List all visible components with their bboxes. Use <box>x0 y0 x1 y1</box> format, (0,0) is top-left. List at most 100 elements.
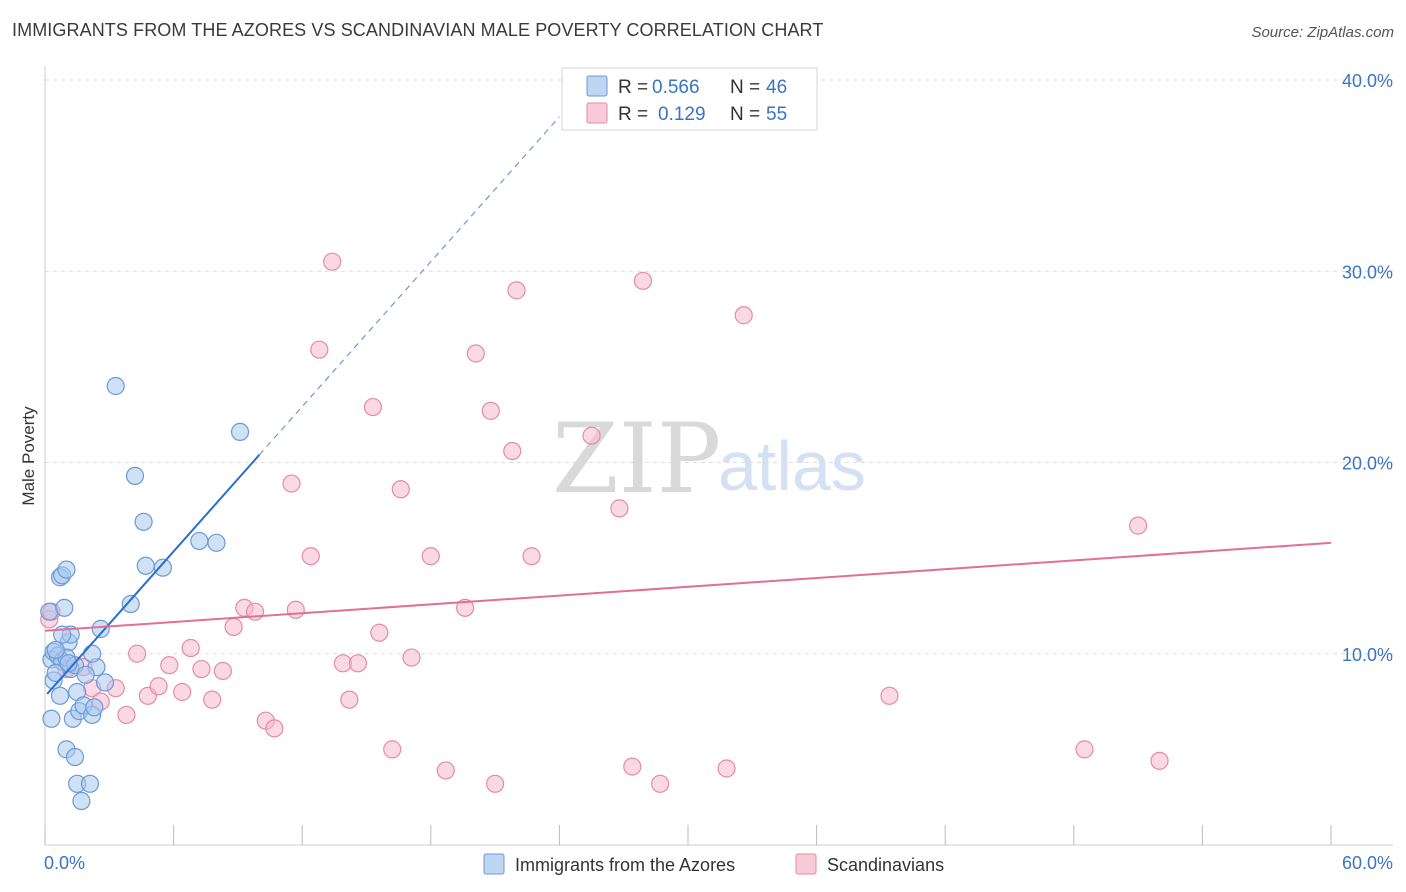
watermark-zip: ZIP <box>552 403 721 515</box>
scandinavian-point-8 <box>128 644 147 663</box>
azores-point-38 <box>153 558 172 577</box>
scandinavian-point-39 <box>481 401 500 420</box>
azores-point-30 <box>72 791 91 811</box>
azores-point-32 <box>46 640 65 660</box>
scandinavian-point-32 <box>383 740 402 759</box>
azores-point-43 <box>83 644 102 663</box>
scandinavian-point-51 <box>880 686 899 705</box>
scandinavian-point-54 <box>1150 751 1169 770</box>
legend-n-label-scandinavians: N = <box>730 104 760 125</box>
data-points <box>40 252 1169 811</box>
scandinavian-point-14 <box>192 659 211 679</box>
scandinavian-point-11 <box>160 656 179 675</box>
scandinavian-point-34 <box>402 648 421 667</box>
scandinavian-point-30 <box>363 397 383 417</box>
azores-point-24 <box>91 619 110 638</box>
scandinavian-point-41 <box>503 441 522 461</box>
series-legend-swatch-azores <box>483 853 505 875</box>
scandinavian-point-52 <box>1075 740 1094 759</box>
scandinavian-point-31 <box>370 623 389 642</box>
scandinavian-point-33 <box>391 480 410 499</box>
legend: R = 0.566 N = 46 R = 0.129 N = 55 <box>561 67 818 131</box>
scandinavian-point-49 <box>717 759 736 778</box>
scandinavian-point-12 <box>173 682 192 702</box>
azores-point-27 <box>65 747 85 767</box>
azores-point-39 <box>190 531 209 551</box>
y-tick-label-3: 40.0% <box>1342 71 1393 91</box>
scandinavian-point-48 <box>651 774 670 793</box>
scandinavian-point-28 <box>340 690 359 709</box>
series-legend-swatch-scandinavians <box>795 853 817 875</box>
scandinavian-point-15 <box>203 690 222 709</box>
watermark: ZIP atlas <box>552 403 866 515</box>
azores-point-8 <box>55 598 74 617</box>
scandinavian-point-40 <box>486 774 505 793</box>
scandinavian-point-26 <box>323 252 342 271</box>
scandinavian-point-23 <box>286 600 305 619</box>
x-tick-label-max: 60.0% <box>1342 853 1393 873</box>
series-legend-label-azores: Immigrants from the Azores <box>515 855 735 875</box>
legend-n-value-scandinavians: 55 <box>766 104 787 125</box>
scandinavian-point-46 <box>623 757 642 776</box>
azores-point-33 <box>106 376 125 396</box>
scandinavian-point-21 <box>265 719 284 738</box>
scandinavian-point-16 <box>213 661 232 681</box>
azores-point-36 <box>134 512 153 531</box>
scandinavian-point-17 <box>224 617 243 637</box>
azores-point-37 <box>136 556 155 575</box>
azores-point-25 <box>95 673 115 692</box>
scandinavian-point-35 <box>421 547 440 566</box>
legend-n-value-azores: 46 <box>766 77 787 98</box>
y-axis-label: Male Poverty <box>19 406 38 506</box>
scandinavian-point-53 <box>1128 516 1148 535</box>
y-tick-label-2: 30.0% <box>1342 262 1393 282</box>
azores-point-34 <box>121 594 140 614</box>
scandinavian-point-50 <box>734 306 753 325</box>
scandinavian-point-45 <box>610 499 629 518</box>
scandinavian-point-24 <box>301 547 320 566</box>
y-tick-label-0: 10.0% <box>1342 645 1393 665</box>
legend-r-label-scandinavians: R = <box>618 104 648 125</box>
azores-point-44 <box>46 663 65 682</box>
legend-r-value-azores: 0.566 <box>652 77 700 98</box>
series-legend-label-scandinavians: Scandinavians <box>827 855 944 875</box>
chart-title: IMMIGRANTS FROM THE AZORES VS SCANDINAVI… <box>12 20 824 40</box>
scandinavian-point-43 <box>522 547 541 566</box>
y-tick-label-1: 20.0% <box>1342 454 1393 474</box>
scandinavian-trend-line <box>44 541 1332 632</box>
scandinavian-point-36 <box>436 761 455 780</box>
legend-swatch-azores <box>586 75 608 97</box>
azores-point-15 <box>50 686 70 705</box>
scandinavian-point-7 <box>117 705 136 725</box>
legend-r-value-scandinavians: 0.129 <box>658 104 706 125</box>
azores-point-4 <box>42 709 61 728</box>
azores-trend-extension <box>258 116 560 456</box>
scandinavian-point-25 <box>310 340 329 359</box>
scandinavian-point-37 <box>455 598 475 617</box>
x-tick-label-min: 0.0% <box>44 853 85 873</box>
azores-point-41 <box>230 422 250 441</box>
series-legend: Immigrants from the Azores Scandinavians <box>483 853 944 875</box>
source-credit: Source: ZipAtlas.com <box>1251 24 1394 41</box>
azores-point-45 <box>59 654 78 673</box>
scandinavian-point-29 <box>348 654 368 673</box>
azores-point-42 <box>76 665 95 684</box>
scandinavian-point-13 <box>181 638 200 658</box>
scandinavian-point-38 <box>466 344 485 363</box>
scandinavian-point-22 <box>282 474 301 493</box>
azores-point-22 <box>85 698 104 717</box>
azores-point-0 <box>40 602 59 621</box>
grid-lines <box>45 79 1393 655</box>
legend-n-label-azores: N = <box>730 77 760 98</box>
legend-r-label-azores: R = <box>618 77 648 98</box>
azores-point-29 <box>80 774 100 793</box>
scandinavian-point-44 <box>582 426 601 445</box>
y-tick-labels: 10.0% 20.0% 30.0% 40.0% <box>1342 71 1393 665</box>
azores-point-35 <box>125 466 145 485</box>
watermark-atlas: atlas <box>718 427 866 505</box>
axes <box>44 66 1393 846</box>
azores-trend-line <box>46 454 261 695</box>
legend-swatch-scandinavians <box>586 102 608 124</box>
azores-point-9 <box>57 560 76 579</box>
